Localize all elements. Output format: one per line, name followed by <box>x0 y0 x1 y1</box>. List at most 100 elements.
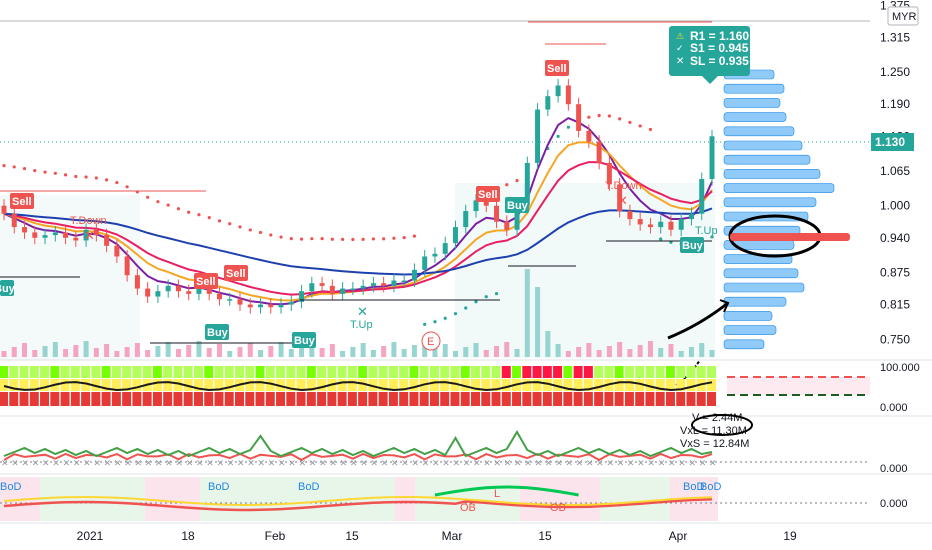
currency-badge[interactable]: MYR <box>887 6 919 26</box>
heat-cell <box>512 366 522 378</box>
heat-cell <box>60 379 70 391</box>
volume-bar <box>606 346 612 357</box>
heat-cell <box>409 366 419 378</box>
time-axis[interactable]: 2021 18 Feb 15 Mar 15 Apr 19 <box>77 529 797 543</box>
x-marker: ✕ <box>63 458 71 468</box>
oscillator-1-pane[interactable]: 100.000 0.000 <box>0 359 932 414</box>
sar-dot <box>474 300 478 304</box>
sell-signal[interactable]: Sell <box>194 273 218 289</box>
heat-cell <box>183 392 193 406</box>
volume-bar <box>268 346 274 357</box>
sar-dot <box>484 295 488 299</box>
heat-cell <box>655 379 665 391</box>
heat-cell <box>481 379 491 391</box>
profile-bar <box>723 325 777 335</box>
buy-signal[interactable]: Buy <box>680 237 704 253</box>
heat-cell <box>542 366 552 378</box>
heat-cell <box>471 379 480 391</box>
time-tick: 2021 <box>77 529 104 543</box>
oscillator-2-pane[interactable]: ✕ ✕ ✕ ✕ ✕ ✕ ✕ ✕ ✕ ✕ ✕ ✕ ✕ ✕ ✕ ✕ ✕ ✕ ✕ ✕ ✕ ✕ ✕ ✕ ✕ ✕ ✕ ✕ ✕ ✕ ✕ ✕ ✕ ✕ ✕ ✕ ✕ ✕ ✕ ✕… <box>0 412 932 475</box>
sell-signal[interactable]: Sell <box>476 186 500 202</box>
heat-cell <box>440 392 450 406</box>
sar-dot <box>351 237 355 242</box>
buy-signal[interactable]: Buy <box>205 324 229 340</box>
candle-body <box>658 221 664 228</box>
volume-bar <box>216 344 222 357</box>
volume-bar <box>647 341 653 357</box>
buy-signal[interactable]: Buy <box>292 332 316 348</box>
volume-bar <box>463 347 469 357</box>
earnings-marker[interactable]: E <box>421 331 441 351</box>
volume-bar <box>658 348 664 357</box>
x-marker: ✕ <box>442 458 450 468</box>
volume-bar <box>576 347 582 357</box>
x-marker: ✕ <box>319 458 327 468</box>
svg-text:BoD: BoD <box>700 481 721 493</box>
heat-cell <box>460 392 470 406</box>
volume-bar <box>565 351 571 357</box>
sar-dot <box>228 222 232 226</box>
volume-bar <box>319 348 325 357</box>
sell-signal[interactable]: Sell <box>224 265 248 281</box>
heat-cell <box>676 379 686 391</box>
time-tick: Feb <box>265 529 286 543</box>
candle-body <box>699 179 705 214</box>
heat-cell <box>255 379 265 391</box>
heat-cell <box>9 392 19 406</box>
sar-dot <box>330 237 334 241</box>
heat-cell <box>686 392 696 406</box>
oscillator-3-pane[interactable]: BoD BoD BoD BoD BoD OB OB L 0.000 <box>0 473 932 521</box>
volume-bar <box>473 343 479 357</box>
heat-cell <box>563 379 573 391</box>
moving-average-line <box>3 207 713 276</box>
heat-cell <box>532 392 542 406</box>
buy-signal[interactable]: Buy <box>505 197 529 213</box>
x-marker: ✕ <box>647 458 655 468</box>
price-tick: 1.315 <box>880 30 910 44</box>
heat-cell <box>306 392 316 406</box>
heat-cell <box>255 366 265 378</box>
volume-bar <box>596 350 602 357</box>
sar-dot <box>587 115 591 119</box>
heat-cell <box>101 392 111 406</box>
heat-cell <box>501 366 511 378</box>
volume-bar <box>52 342 58 357</box>
volume-bar <box>237 347 243 357</box>
svg-text:E: E <box>427 336 434 348</box>
heat-cell <box>111 366 121 378</box>
candle-body <box>83 229 89 241</box>
heat-cell <box>193 366 203 378</box>
svg-text:Sell: Sell <box>478 189 498 201</box>
volume-bar <box>504 342 510 357</box>
heat-cell <box>594 366 604 378</box>
x-marker: ✕ <box>299 458 307 468</box>
current-price-tag: 1.130 <box>871 133 914 151</box>
x-marker: ✕ <box>309 458 317 468</box>
sar-dot <box>22 166 27 171</box>
sell-signal[interactable]: Sell <box>545 60 569 76</box>
heat-cell <box>337 366 347 378</box>
x-marker: ✕ <box>504 458 512 468</box>
heat-cell <box>337 392 347 406</box>
heat-cell <box>614 379 624 391</box>
volume-bar <box>514 349 520 357</box>
buy-signal[interactable]: Buy <box>0 280 16 296</box>
heat-cell <box>122 392 132 406</box>
heat-cell <box>665 379 675 391</box>
sell-signal[interactable]: Sell <box>10 193 34 209</box>
candle-body <box>175 285 181 292</box>
svg-text:BoD: BoD <box>0 481 21 493</box>
heat-cell <box>440 379 450 391</box>
x-marker: ✕ <box>145 458 153 468</box>
heat-cell <box>358 392 368 406</box>
heat-cell <box>296 379 306 391</box>
profile-bar <box>723 112 787 122</box>
volume-bars <box>1 269 715 357</box>
x-marker: ✕ <box>535 458 543 468</box>
heat-cell <box>0 392 8 406</box>
volume-bar <box>411 345 417 357</box>
risk-info-box[interactable]: ⚠ ✓ ✕ R1 = 1.160 S1 = 0.945 SL = 0.935 <box>669 26 750 84</box>
price-axis[interactable] <box>870 0 932 550</box>
sar-dot <box>618 117 622 121</box>
